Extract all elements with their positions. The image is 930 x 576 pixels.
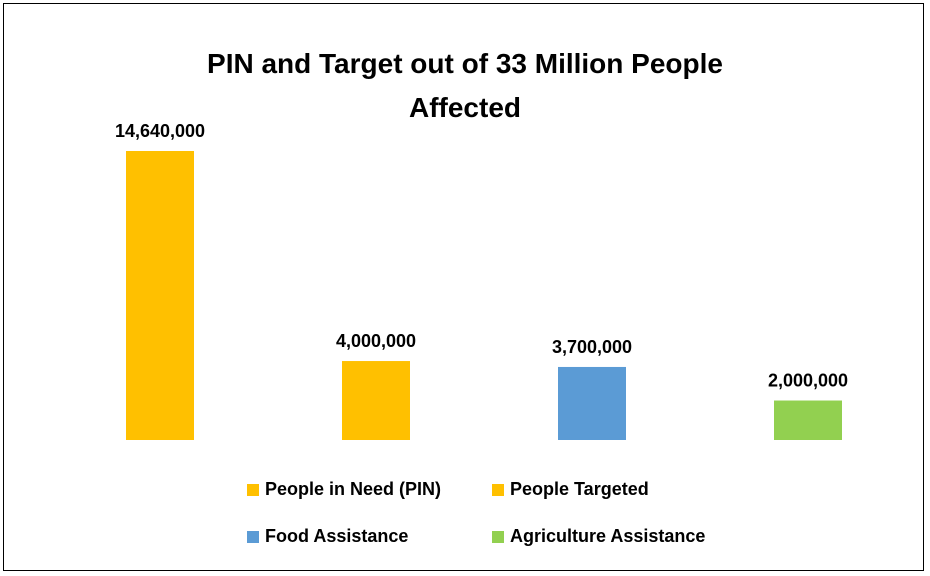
- data-label-1: 14,640,000: [115, 121, 205, 141]
- data-label-2: 4,000,000: [336, 331, 416, 351]
- chart-title-line-2: Affected: [408, 92, 521, 123]
- data-label-3: 3,700,000: [552, 337, 632, 357]
- bar-2: [342, 361, 410, 440]
- chart-title-line-1: PIN and Target out of 33 Million People: [207, 48, 723, 79]
- bar-4: [774, 400, 842, 440]
- bar-3: [558, 366, 626, 440]
- chart-title: PIN and Target out of 33 Million People …: [0, 42, 930, 130]
- data-label-4: 2,000,000: [768, 371, 848, 391]
- bar-1: [126, 151, 194, 440]
